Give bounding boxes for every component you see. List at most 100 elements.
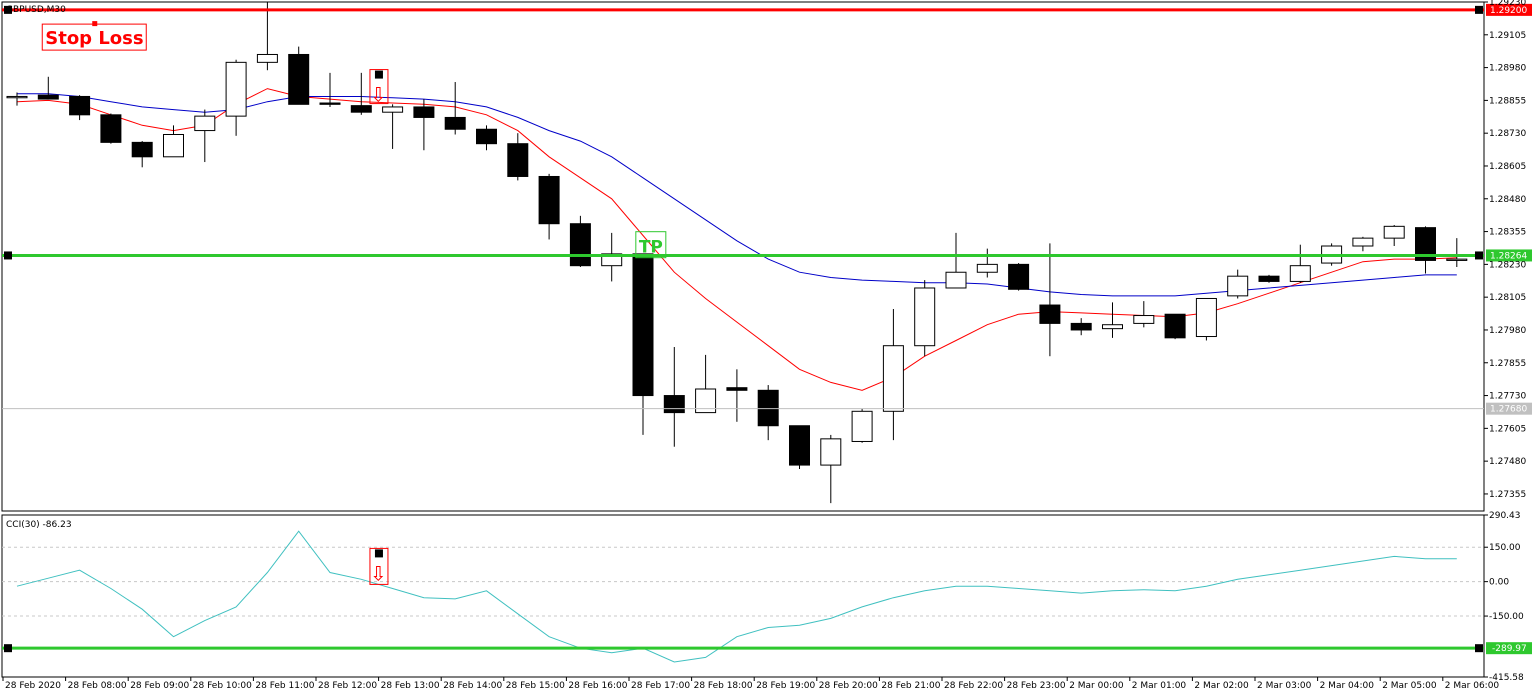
candle	[100, 113, 122, 144]
cci-sell-arrow-anchor	[374, 549, 383, 558]
candle-body-bear	[319, 102, 341, 105]
candle	[256, 2, 278, 71]
candle	[163, 125, 184, 158]
candle	[1164, 313, 1186, 340]
x-tick-label: 28 Feb 16:00	[568, 681, 627, 691]
x-tick-label: 28 Feb 17:00	[631, 681, 690, 691]
tp-label: TP	[639, 238, 663, 258]
cci-plot-frame	[1, 514, 1485, 678]
y-tick-label: 1.28480	[1489, 195, 1526, 205]
candle-body-bear	[663, 395, 685, 414]
line-handle-right	[1475, 251, 1483, 260]
candle	[1258, 274, 1280, 283]
candle	[225, 59, 247, 136]
candle-body-bear	[476, 128, 497, 145]
x-tick-label: 28 Feb 12:00	[318, 681, 377, 691]
cci-y-tick-label: 0.00	[1489, 578, 1509, 588]
candle	[632, 253, 654, 435]
x-tick-label: 28 Feb 10:00	[193, 681, 252, 691]
price-level-tag	[1486, 402, 1532, 415]
candle-body-bear	[569, 223, 591, 267]
candle-body-bull	[1227, 275, 1249, 297]
sell-arrow-anchor	[374, 70, 383, 79]
candle	[1195, 297, 1217, 341]
candle-body-bear	[1164, 313, 1186, 339]
candle	[6, 92, 28, 106]
x-tick-label: 28 Feb 13:00	[381, 681, 440, 691]
candle-body-bear	[100, 114, 122, 143]
cci-y-tick-label: -415.58	[1489, 673, 1524, 683]
x-tick-label: 28 Feb 2020	[5, 681, 61, 691]
candle-body-bear	[1008, 263, 1030, 290]
candle-body-bear	[538, 175, 560, 225]
stop-loss-anchor	[92, 21, 98, 27]
candle	[476, 125, 497, 151]
y-tick-label: 1.28355	[1489, 228, 1526, 238]
candle-body-bull	[6, 95, 28, 99]
candle-body-bull	[1289, 265, 1311, 282]
candle	[1383, 225, 1405, 247]
candle-body-bear	[1070, 322, 1092, 331]
candle	[789, 425, 810, 470]
candle	[726, 369, 748, 422]
candle-body-bear	[131, 141, 153, 158]
line-handle-left	[4, 5, 12, 14]
candle	[851, 408, 873, 443]
moving-average-line-1	[17, 93, 1457, 297]
price-level-label: 1.27680	[1490, 405, 1527, 415]
candle	[444, 82, 466, 135]
cci-line	[16, 530, 1457, 663]
sell-arrow-icon: ⇩	[370, 83, 387, 107]
line-handle-left	[4, 251, 12, 260]
candle-body-bull	[601, 253, 623, 267]
candle-body-bull	[1133, 315, 1155, 324]
candle-body-bear	[350, 105, 372, 113]
candle-body-bull	[256, 53, 278, 63]
candle-body-bear	[69, 95, 91, 116]
x-tick-label: 28 Feb 21:00	[881, 681, 940, 691]
candle	[350, 72, 372, 115]
y-tick-label: 1.28730	[1489, 129, 1526, 139]
candle-body-bull	[882, 345, 904, 412]
cci-y-tick-label: 150.00	[1489, 543, 1521, 553]
cci-y-tick-label: 290.43	[1489, 511, 1521, 521]
candle	[914, 280, 936, 357]
y-tick-label: 1.27355	[1489, 490, 1526, 500]
candle-body-bear	[413, 106, 435, 118]
candle	[319, 72, 341, 107]
y-tick-label: 1.27480	[1489, 457, 1526, 467]
candle	[1070, 318, 1092, 336]
candle-body-bull	[1446, 258, 1468, 261]
candle-body-bear	[632, 253, 654, 397]
candle-body-bear	[1258, 275, 1280, 282]
cci-level-tag	[1486, 642, 1532, 655]
candle	[507, 133, 529, 181]
candle	[1227, 269, 1249, 299]
candle-body-bear	[789, 425, 810, 466]
line-handle-right	[1475, 5, 1483, 14]
y-tick-label: 1.27980	[1489, 326, 1526, 336]
x-tick-label: 28 Feb 11:00	[255, 681, 314, 691]
cci-sell-arrow-icon: ⇩	[370, 561, 387, 585]
price-level-label: 1.29200	[1490, 6, 1527, 16]
x-tick-label: 2 Mar 05:00	[1382, 681, 1437, 691]
candle-body-bear	[726, 387, 748, 391]
candle-body-bull	[225, 61, 247, 117]
candle-body-bear	[507, 143, 529, 177]
candle-body-bull	[382, 106, 404, 113]
y-tick-label: 1.27855	[1489, 359, 1526, 369]
candle-body-bull	[1352, 237, 1374, 247]
cci-line-handle-left	[4, 644, 12, 653]
x-tick-label: 28 Feb 22:00	[944, 681, 1003, 691]
price-level-tag	[1486, 3, 1532, 16]
candle	[976, 248, 998, 278]
y-tick-label: 1.28605	[1489, 162, 1526, 172]
y-tick-label: 1.29105	[1489, 31, 1526, 41]
candle-body-bear	[1415, 227, 1436, 261]
candle-body-bull	[851, 410, 873, 442]
candle	[1133, 301, 1155, 328]
candle-body-bear	[444, 116, 466, 130]
x-tick-label: 2 Mar 03:00	[1257, 681, 1312, 691]
x-tick-label: 2 Mar 00:00	[1069, 681, 1124, 691]
